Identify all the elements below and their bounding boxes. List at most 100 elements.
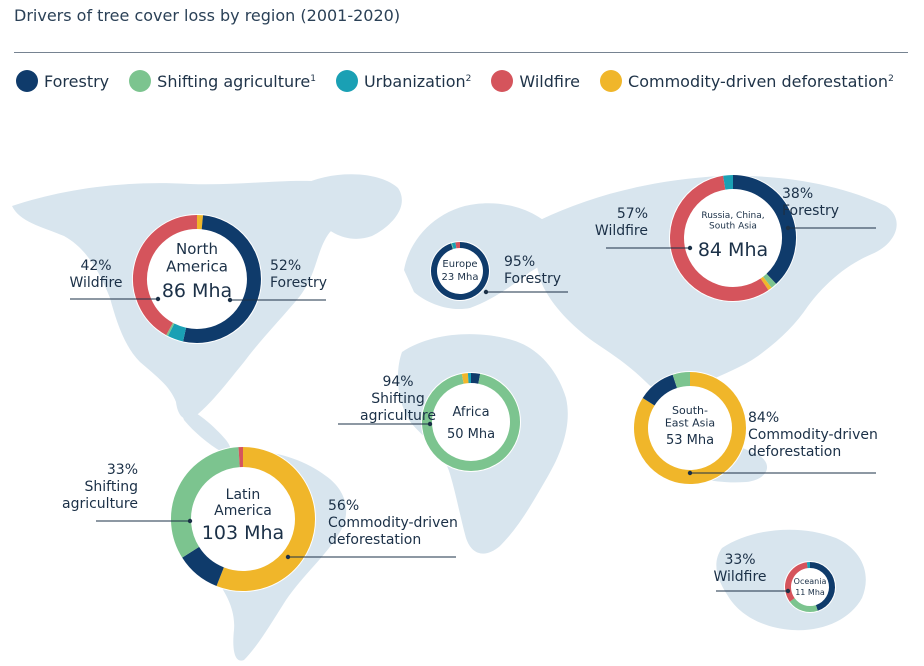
slice-north-america-shifting-agriculture: [166, 322, 175, 337]
donut-bg-oceania: [784, 561, 836, 613]
callout-dot-africa-0: [427, 421, 433, 427]
slice-south-east-asia-commodity-driven-deforestation: [634, 372, 746, 484]
region-name-latin-america: America: [214, 503, 272, 519]
callout-dot-latin-america-1: [285, 554, 291, 560]
region-name-oceania: Oceania: [794, 577, 827, 586]
slice-africa-shifting-agriculture: [422, 373, 520, 471]
legend-item-shifting-agriculture: Shifting agriculture 1: [129, 70, 316, 92]
callout-label-africa-0: agriculture: [360, 408, 436, 424]
callout-label-russia-china-south-asia-1: Forestry: [782, 203, 839, 219]
donut-russia-china-south-asia: Russia, China,South Asia 84 Mha 57%Wildfir…: [595, 174, 876, 302]
legend-sup-shifting-agriculture: 1: [310, 74, 316, 84]
region-total-russia-china-south-asia: 84 Mha: [698, 239, 768, 261]
region-total-south-east-asia: 53 Mha: [666, 433, 714, 448]
slice-africa-commodity-driven-deforestation: [461, 373, 469, 384]
donut-bg-south-east-asia: [633, 371, 747, 485]
callout-pct-south-east-asia-0: 84%: [748, 410, 779, 426]
donut-south-east-asia: South-East Asia 53 Mha 84%Commodity-driven…: [633, 371, 878, 485]
callout-pct-latin-america-0: 33%: [107, 462, 138, 478]
slice-russia-china-south-asia-wildfire: [670, 175, 769, 301]
callout-label-latin-america-0: agriculture: [62, 496, 138, 512]
legend-swatch-forestry: [16, 70, 38, 92]
legend-label-commodity-driven-deforestation: Commodity-driven deforestation: [628, 71, 889, 91]
region-name-africa: Africa: [452, 405, 489, 420]
callout-pct-europe-0: 95%: [504, 254, 535, 270]
legend-label-forestry: Forestry: [44, 71, 110, 91]
region-total-oceania: 11 Mha: [795, 588, 825, 597]
region-total-europe: 23 Mha: [442, 272, 479, 283]
title-divider: [14, 52, 908, 53]
callout-label-south-east-asia-0: Commodity-driven: [748, 427, 878, 443]
legend-label-urbanization: Urbanization: [363, 71, 466, 91]
callout-label-north-america-1: Forestry: [270, 275, 327, 291]
callout-label-latin-america-1: Commodity-driven: [328, 515, 458, 531]
slice-oceania-wildfire: [785, 562, 808, 602]
donut-bg-europe: [430, 241, 490, 301]
slice-africa-forestry: [470, 373, 481, 384]
callout-dot-russia-china-south-asia-1: [785, 225, 791, 231]
legend-swatch-wildfire: [491, 70, 514, 92]
legend-item-wildfire: Wildfire: [491, 70, 580, 92]
callout-label-oceania-0: Wildfire: [713, 569, 766, 585]
callout-dot-oceania-0: [785, 588, 791, 594]
region-name-russia-china-south-asia: South Asia: [709, 221, 757, 231]
legend-swatch-urbanization: [335, 70, 358, 92]
region-name-north-america: North: [176, 240, 218, 258]
callout-dot-north-america-1: [227, 297, 233, 303]
callout-pct-oceania-0: 33%: [724, 552, 755, 568]
legend-sup-commodity-driven-deforestation: 2: [888, 74, 894, 84]
callout-label-russia-china-south-asia-0: Wildfire: [595, 223, 648, 239]
callout-pct-africa-0: 94%: [382, 374, 413, 390]
slice-europe-forestry: [431, 242, 489, 300]
region-name-south-east-asia: East Asia: [665, 417, 715, 430]
slice-russia-china-south-asia-shifting-agriculture: [762, 273, 777, 288]
slice-latin-america-forestry: [182, 546, 225, 586]
map-central-america: [178, 404, 231, 454]
legend-label-wildfire: Wildfire: [519, 71, 581, 91]
callout-pct-latin-america-1: 56%: [328, 498, 359, 514]
slice-north-america-wildfire: [133, 215, 198, 336]
callout-dot-south-east-asia-0: [687, 470, 693, 476]
callout-pct-russia-china-south-asia-1: 38%: [782, 186, 813, 202]
donut-bg-north-america: [132, 214, 262, 344]
donut-oceania: Oceania 11 Mha 33%Wildfire: [713, 552, 836, 613]
legend-sup-urbanization: 2: [465, 74, 472, 84]
legend-swatch-commodity-driven-deforestation: [600, 70, 623, 92]
donut-bg-latin-america: [170, 446, 316, 592]
callout-label-africa-0: Shifting: [371, 391, 424, 407]
map-greenland: [299, 174, 402, 239]
slice-russia-china-south-asia-urbanization: [723, 175, 734, 190]
legend-item-commodity-driven-deforestation: Commodity-driven deforestation 2: [600, 70, 894, 92]
region-name-europe: Europe: [442, 259, 477, 270]
slice-south-east-asia-forestry: [642, 374, 678, 406]
slice-north-america-forestry: [183, 215, 261, 343]
donut-europe: Europe 23 Mha 95%Forestry: [430, 241, 568, 301]
donut-bg-africa: [421, 372, 521, 472]
legend-item-forestry: Forestry: [16, 70, 109, 92]
callout-dot-russia-china-south-asia-0: [687, 245, 693, 251]
callout-label-north-america-0: Wildfire: [69, 275, 122, 291]
slice-oceania-shifting-agriculture: [789, 598, 818, 612]
region-name-north-america: America: [166, 257, 228, 275]
callout-dot-north-america-0: [155, 296, 161, 302]
slice-europe-urbanization: [451, 242, 457, 249]
region-name-south-east-asia: South-: [672, 404, 708, 417]
chart-title: Drivers of tree cover loss by region (20…: [14, 6, 401, 25]
callout-label-latin-america-0: Shifting: [85, 479, 138, 495]
slice-south-east-asia-shifting-agriculture: [672, 372, 691, 389]
slice-russia-china-south-asia-forestry: [732, 175, 796, 284]
callout-pct-north-america-0: 42%: [80, 258, 111, 274]
legend-item-urbanization: Urbanization 2: [335, 70, 472, 92]
legend-label-shifting-agriculture: Shifting agriculture: [157, 71, 311, 91]
callout-label-latin-america-1: deforestation: [328, 532, 421, 548]
callout-dot-europe-0: [483, 289, 489, 295]
callout-dot-latin-america-0: [187, 518, 193, 524]
legend-swatch-shifting-agriculture: [129, 70, 152, 92]
slice-oceania-forestry: [809, 562, 835, 611]
callout-label-south-east-asia-0: deforestation: [748, 444, 841, 460]
